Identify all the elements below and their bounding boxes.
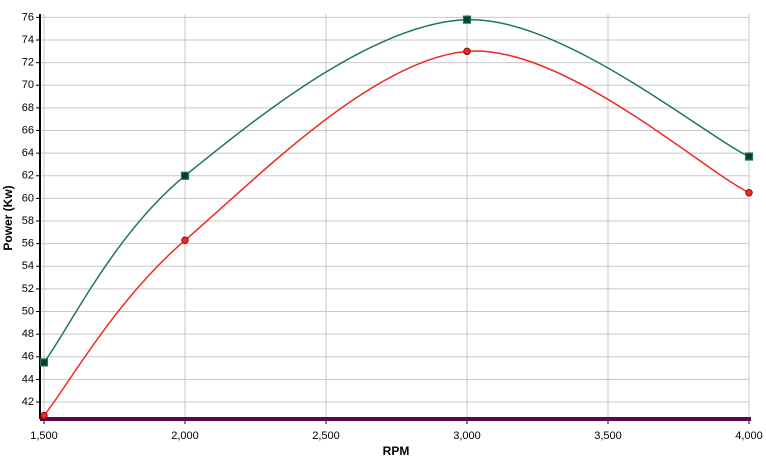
y-tick-label: 50 bbox=[22, 305, 34, 317]
y-tick-label: 44 bbox=[22, 373, 34, 385]
y-tick-label: 66 bbox=[22, 124, 34, 136]
marker bbox=[463, 47, 471, 56]
x-tick-label: 2,500 bbox=[312, 430, 340, 442]
x-tick-label: 1,500 bbox=[30, 430, 58, 442]
marker bbox=[40, 411, 48, 420]
y-tick-label: 56 bbox=[22, 238, 34, 250]
y-tick-label: 74 bbox=[22, 34, 34, 46]
y-tick-label: 76 bbox=[22, 11, 34, 23]
x-tick-label: 3,000 bbox=[453, 430, 481, 442]
y-tick-label: 42 bbox=[22, 396, 34, 408]
y-tick-label: 52 bbox=[22, 283, 34, 295]
y-tick-label: 68 bbox=[22, 102, 34, 114]
marker bbox=[180, 171, 190, 180]
y-axis-title: Power (Kw) bbox=[1, 185, 15, 250]
y-tick-label: 46 bbox=[22, 351, 34, 363]
y-tick-label: 48 bbox=[22, 328, 34, 340]
y-tick-label: 64 bbox=[22, 147, 34, 159]
x-axis-title: RPM bbox=[383, 444, 410, 458]
marker bbox=[745, 189, 753, 197]
marker bbox=[181, 236, 189, 244]
series-line bbox=[43, 18, 750, 363]
marker bbox=[744, 152, 754, 161]
marker bbox=[39, 358, 49, 367]
x-tick-label: 2,000 bbox=[171, 430, 199, 442]
x-tick-label: 3,500 bbox=[594, 430, 622, 442]
grid bbox=[40, 14, 750, 419]
y-tick-label: 70 bbox=[22, 79, 34, 91]
x-tick-label: 4,000 bbox=[735, 430, 763, 442]
y-tick-label: 62 bbox=[22, 170, 34, 182]
y-tick-label: 60 bbox=[22, 192, 34, 204]
series-line bbox=[43, 50, 750, 417]
y-tick-label: 54 bbox=[22, 260, 34, 272]
marker bbox=[462, 15, 472, 24]
y-tick-label: 58 bbox=[22, 215, 34, 227]
y-tick-label: 72 bbox=[22, 57, 34, 69]
